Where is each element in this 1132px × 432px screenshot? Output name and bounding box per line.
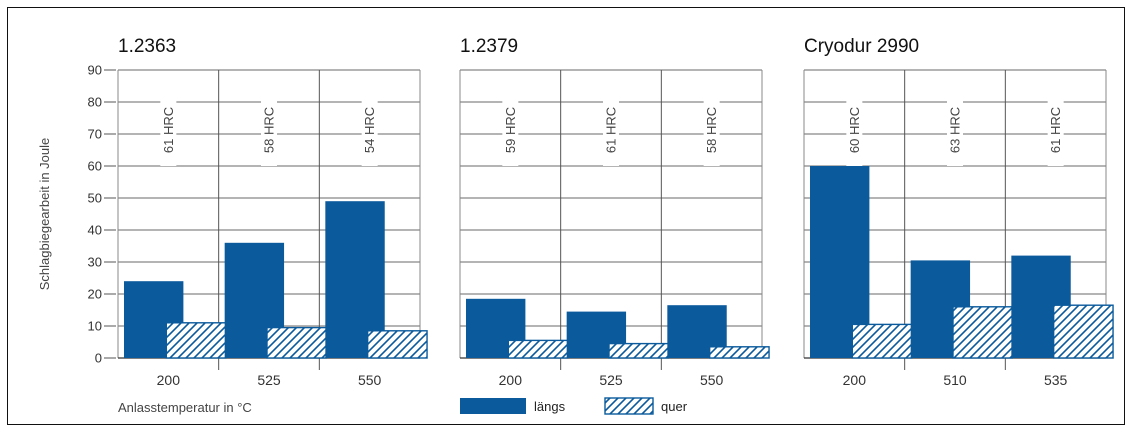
legend-label-quer: quer: [661, 399, 688, 414]
bar-quer: [1052, 304, 1114, 359]
y-tick-label: 70: [88, 127, 102, 142]
y-tick-label: 10: [88, 319, 102, 334]
x-tick-label: 535: [1044, 372, 1068, 388]
x-axis-label: Anlasstemperatur in °C: [118, 400, 252, 415]
hrc-label-background: [1047, 94, 1064, 166]
hrc-label: 61 HRC: [161, 107, 176, 153]
hrc-label: 63 HRC: [948, 107, 963, 153]
hrc-label: 58 HRC: [704, 107, 719, 153]
y-tick-label: 80: [88, 95, 102, 110]
x-tick-label: 510: [943, 372, 967, 388]
hrc-label-background: [502, 94, 519, 166]
bar-quer: [165, 322, 227, 359]
hrc-label: 58 HRC: [262, 107, 277, 153]
hrc-label-background: [947, 94, 963, 166]
hrc-label: 61 HRC: [604, 107, 619, 153]
x-tick-label: 200: [499, 372, 523, 388]
bar-quer: [266, 326, 328, 359]
legend-swatch-laengs: [460, 398, 526, 414]
y-tick-label: 90: [88, 63, 102, 78]
bar-quer: [952, 306, 1014, 359]
x-tick-label: 200: [843, 372, 867, 388]
legend-swatch-quer: [604, 397, 654, 415]
bar-quer: [708, 346, 770, 359]
x-tick-label: 525: [599, 372, 623, 388]
hrc-label-background: [160, 94, 177, 166]
hrc-label: 61 HRC: [1048, 107, 1063, 153]
hrc-label-background: [603, 94, 619, 166]
hrc-label-background: [261, 94, 277, 166]
x-tick-label: 525: [257, 372, 281, 388]
y-axis-label: Schlagbiegearbeit in Joule: [37, 138, 52, 291]
y-tick-label: 50: [88, 191, 102, 206]
bar-quer: [366, 330, 428, 359]
x-tick-label: 550: [358, 372, 382, 388]
bar-quer: [507, 339, 569, 359]
bar-quer: [851, 323, 913, 359]
x-tick-label: 550: [700, 372, 724, 388]
hrc-label-background: [361, 94, 378, 166]
hrc-label: 60 HRC: [847, 107, 862, 153]
panel-title: 1.2363: [118, 36, 176, 57]
x-tick-label: 200: [157, 372, 181, 388]
hrc-label: 54 HRC: [362, 107, 377, 153]
hrc-label: 59 HRC: [503, 107, 518, 153]
y-tick-label: 40: [88, 223, 102, 238]
bar-quer: [608, 342, 670, 359]
y-tick-label: 0: [95, 351, 102, 366]
y-tick-label: 20: [88, 287, 102, 302]
panel-title: 1.2379: [460, 36, 518, 57]
hrc-label-background: [846, 94, 863, 166]
hrc-label-background: [703, 94, 720, 166]
y-tick-label: 60: [88, 159, 102, 174]
y-tick-label: 30: [88, 255, 102, 270]
legend-label-laengs: längs: [534, 399, 566, 414]
panel-title: Cryodur 2990: [804, 36, 919, 57]
